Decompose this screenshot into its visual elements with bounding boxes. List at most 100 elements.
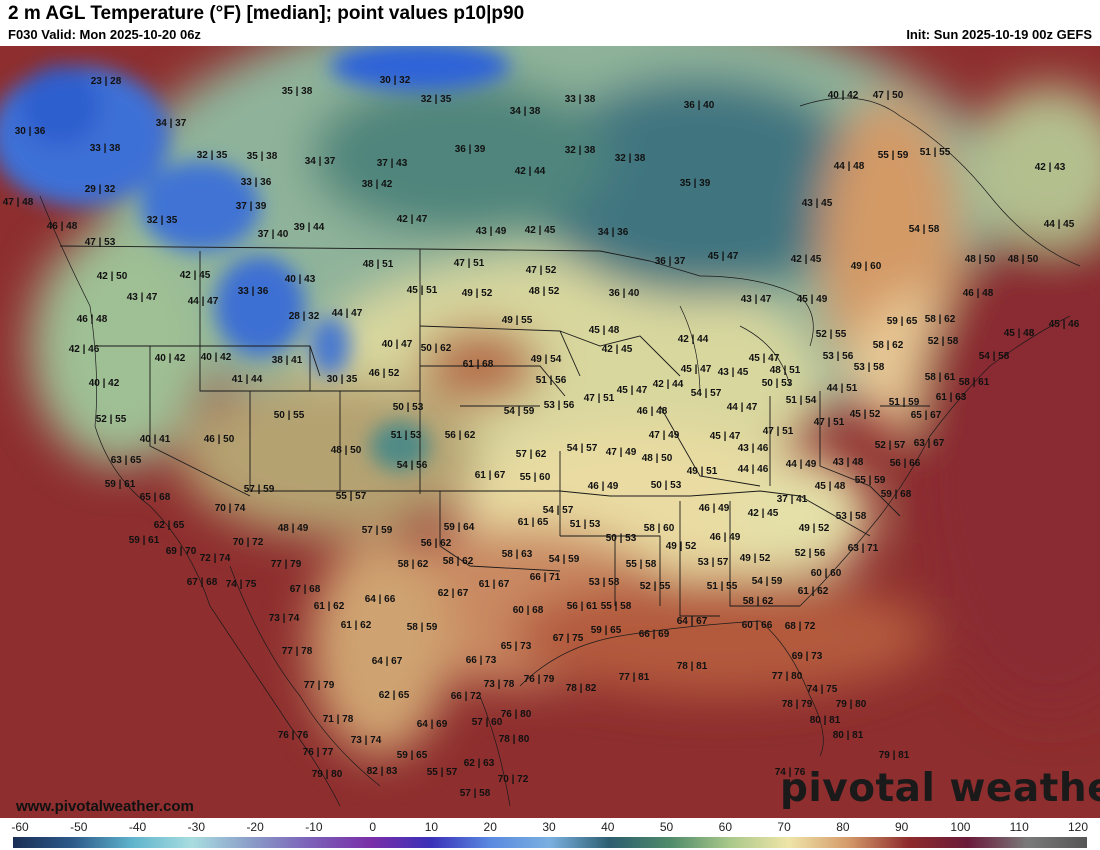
colorbar-tick-label: 80 xyxy=(836,820,850,834)
point-value-label: 46 | 52 xyxy=(368,368,400,379)
point-value-label: 51 | 54 xyxy=(785,395,817,406)
point-value-label: 53 | 58 xyxy=(835,511,867,522)
point-value-label: 58 | 60 xyxy=(643,523,675,534)
point-value-label: 62 | 63 xyxy=(463,758,495,769)
point-value-label: 62 | 67 xyxy=(437,588,469,599)
point-value-label: 52 | 55 xyxy=(815,329,847,340)
point-value-label: 32 | 35 xyxy=(146,215,178,226)
point-value-label: 53 | 56 xyxy=(822,351,854,362)
point-value-label: 52 | 55 xyxy=(639,581,671,592)
cold-pools xyxy=(0,46,510,471)
point-value-label: 58 | 61 xyxy=(924,372,956,383)
colorbar-tick-label: -40 xyxy=(128,820,147,834)
point-value-label: 73 | 74 xyxy=(268,613,300,624)
point-value-label: 55 | 60 xyxy=(519,472,551,483)
point-value-label: 29 | 32 xyxy=(84,184,116,195)
point-value-label: 34 | 37 xyxy=(304,156,336,167)
colorbar-tick-label: 30 xyxy=(542,820,556,834)
point-value-label: 36 | 40 xyxy=(683,100,715,111)
point-value-label: 73 | 74 xyxy=(350,735,382,746)
point-value-label: 60 | 68 xyxy=(512,605,544,616)
point-value-label: 45 | 47 xyxy=(748,353,780,364)
point-value-label: 61 | 67 xyxy=(474,470,506,481)
point-value-label: 47 | 50 xyxy=(872,90,904,101)
point-value-label: 67 | 68 xyxy=(289,584,321,595)
state-borders xyxy=(59,245,930,617)
point-value-label: 50 | 62 xyxy=(420,343,452,354)
point-value-label: 61 | 67 xyxy=(478,579,510,590)
map-title: 2 m AGL Temperature (°F) [median]; point… xyxy=(8,3,525,24)
point-value-label: 61 | 65 xyxy=(517,517,549,528)
point-value-label: 47 | 48 xyxy=(2,197,34,208)
colorbar-tick-label: 40 xyxy=(601,820,615,834)
point-value-label: 49 | 54 xyxy=(530,354,562,365)
colorbar-tick-label: 110 xyxy=(1009,820,1029,834)
point-value-label: 45 | 48 xyxy=(588,325,620,336)
point-value-label: 55 | 57 xyxy=(426,767,458,778)
point-value-label: 47 | 51 xyxy=(813,417,845,428)
point-value-label: 57 | 62 xyxy=(515,449,547,460)
point-value-label: 82 | 83 xyxy=(366,766,398,777)
point-value-label: 66 | 69 xyxy=(638,629,670,640)
point-value-label: 37 | 43 xyxy=(376,158,408,169)
point-value-label: 40 | 43 xyxy=(284,274,316,285)
point-value-label: 53 | 58 xyxy=(853,362,885,373)
point-value-label: 23 | 28 xyxy=(90,76,122,87)
point-value-label: 58 | 62 xyxy=(742,596,774,607)
temperature-map[interactable]: 23 | 28 30 | 32 35 | 38 32 | 35 33 | 38 36 | … xyxy=(0,46,1100,818)
point-value-label: 43 | 45 xyxy=(801,198,833,209)
point-value-label: 62 | 65 xyxy=(153,520,185,531)
point-value-label: 51 | 55 xyxy=(919,147,951,158)
point-value-label: 52 | 56 xyxy=(794,548,826,559)
point-value-label: 49 | 52 xyxy=(798,523,830,534)
point-value-label: 59 | 61 xyxy=(128,535,160,546)
point-value-label: 47 | 52 xyxy=(525,265,557,276)
point-value-label: 30 | 32 xyxy=(379,75,411,86)
point-value-label: 40 | 47 xyxy=(381,339,413,350)
point-value-label: 58 | 62 xyxy=(397,559,429,570)
point-value-label: 56 | 61 xyxy=(566,601,598,612)
point-value-label: 33 | 36 xyxy=(237,286,269,297)
point-value-label: 72 | 74 xyxy=(199,553,231,564)
point-value-label: 44 | 47 xyxy=(726,402,758,413)
point-value-label: 43 | 45 xyxy=(717,367,749,378)
point-value-label: 48 | 50 xyxy=(641,453,673,464)
point-value-label: 48 | 52 xyxy=(528,286,560,297)
point-value-label: 54 | 57 xyxy=(542,505,574,516)
point-value-label: 45 | 47 xyxy=(709,431,741,442)
point-value-label: 32 | 35 xyxy=(420,94,452,105)
point-value-label: 35 | 38 xyxy=(246,151,278,162)
point-value-label: 50 | 53 xyxy=(761,378,793,389)
point-value-label: 56 | 62 xyxy=(420,538,452,549)
point-value-label: 32 | 38 xyxy=(564,145,596,156)
point-value-label: 44 | 47 xyxy=(331,308,363,319)
colorbar-tick-label: 20 xyxy=(483,820,497,834)
point-value-label: 44 | 45 xyxy=(1043,219,1075,230)
point-value-label: 50 | 53 xyxy=(605,533,637,544)
coastlines xyxy=(39,97,1081,807)
point-value-label: 54 | 59 xyxy=(503,406,535,417)
point-value-label: 67 | 75 xyxy=(552,633,584,644)
point-value-label: 63 | 67 xyxy=(913,438,945,449)
colorbar-tick-label: 70 xyxy=(777,820,791,834)
point-value-label: 43 | 48 xyxy=(832,457,864,468)
point-value-label: 55 | 57 xyxy=(335,491,367,502)
point-value-label: 59 | 65 xyxy=(396,750,428,761)
point-value-label: 40 | 41 xyxy=(139,434,171,445)
point-value-label: 49 | 52 xyxy=(739,553,771,564)
point-value-label: 64 | 69 xyxy=(416,719,448,730)
website-link[interactable]: www.pivotalweather.com xyxy=(16,798,194,815)
point-value-label: 60 | 66 xyxy=(741,620,773,631)
point-value-label: 42 | 44 xyxy=(514,166,546,177)
point-value-label: 54 | 57 xyxy=(566,443,598,454)
point-value-label: 60 | 60 xyxy=(810,568,842,579)
init-time: Init: Sun 2025-10-19 00z GEFS xyxy=(906,27,1092,42)
point-value-label: 66 | 71 xyxy=(529,572,561,583)
colorbar-tick-label: 60 xyxy=(718,820,733,834)
colorbar-gradient xyxy=(13,837,1087,848)
point-value-label: 42 | 45 xyxy=(179,270,211,281)
point-value-label: 74 | 76 xyxy=(774,767,806,778)
point-value-label: 70 | 74 xyxy=(214,503,246,514)
point-value-label: 47 | 51 xyxy=(583,393,615,404)
point-value-label: 42 | 46 xyxy=(68,344,100,355)
